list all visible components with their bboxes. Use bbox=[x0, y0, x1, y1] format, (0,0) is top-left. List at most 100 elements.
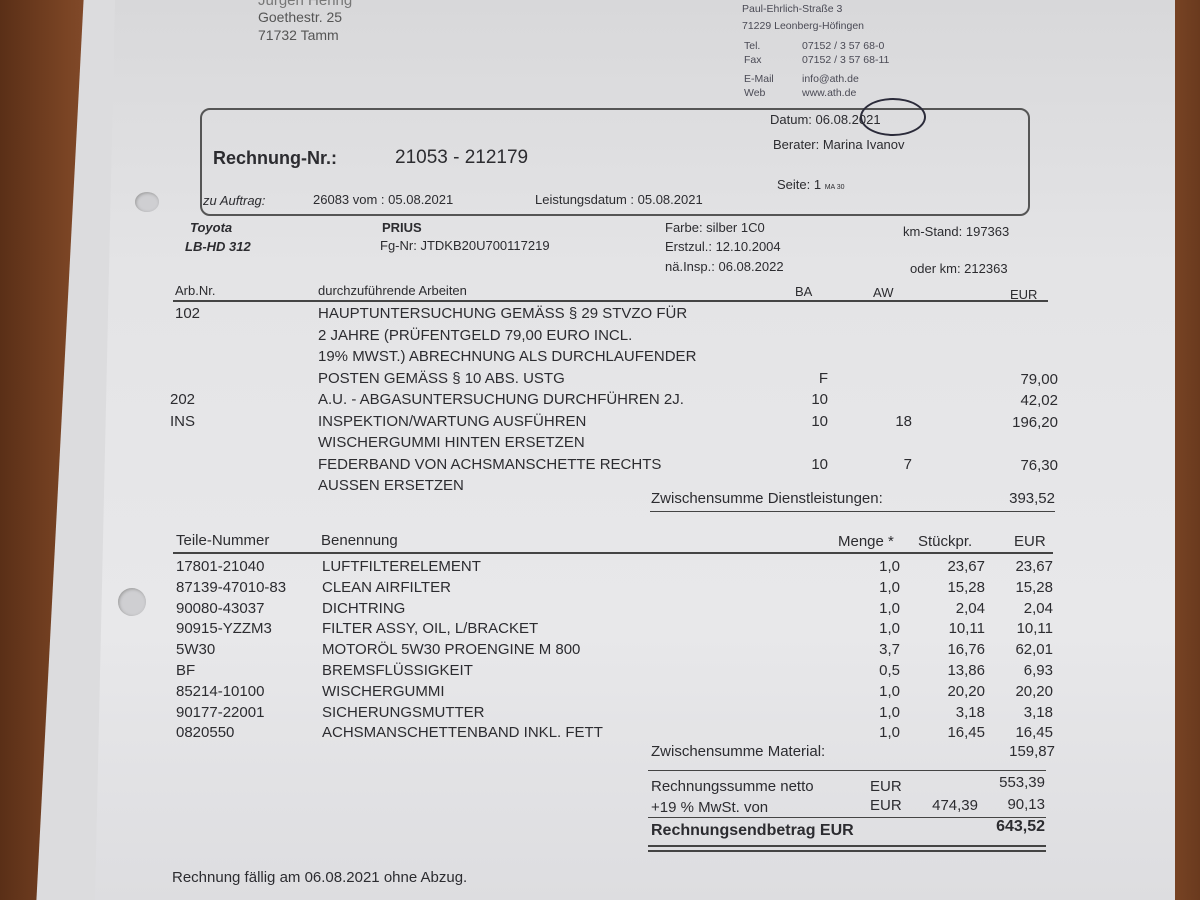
invoice-paper bbox=[95, 0, 1175, 900]
parts-row-nr: 90915-YZZM3 bbox=[176, 620, 272, 638]
tel-label: Tel. bbox=[744, 40, 761, 52]
parts-header-nr: Teile-Nummer bbox=[176, 532, 270, 549]
parts-row-nr: 90177-22001 bbox=[176, 703, 265, 721]
parts-row-name: MOTORÖL 5W30 PROENGINE M 800 bbox=[322, 641, 581, 659]
service-date: Leistungsdatum : 05.08.2021 bbox=[535, 192, 703, 207]
vat-label: +19 % MwSt. von bbox=[651, 799, 769, 816]
parts-row-eur: 62,01 bbox=[1015, 641, 1053, 659]
vehicle-color: Farbe: silber 1C0 bbox=[665, 220, 765, 235]
parts-row-price: 15,28 bbox=[947, 578, 985, 596]
work-row-text: WISCHERGUMMI HINTEN ERSETZEN bbox=[318, 434, 585, 451]
work-row-nr: 202 bbox=[170, 391, 196, 408]
parts-row-qty: 1,0 bbox=[879, 578, 900, 596]
work-row-ba: 10 bbox=[811, 412, 828, 430]
divider bbox=[173, 552, 1053, 554]
work-row-text: HAUPTUNTERSUCHUNG GEMÄSS § 29 STVZO FÜR bbox=[318, 305, 688, 322]
divider bbox=[648, 817, 1046, 818]
parts-row-price: 10,11 bbox=[948, 620, 985, 638]
work-row-eur: 76,30 bbox=[1020, 456, 1058, 474]
parts-row-eur: 15,28 bbox=[1015, 578, 1053, 596]
parts-row-price: 13,86 bbox=[947, 662, 985, 679]
work-row-ba: F bbox=[818, 369, 828, 387]
parts-row-eur: 6,93 bbox=[1023, 662, 1053, 679]
work-row-text: AUSSEN ERSETZEN bbox=[318, 477, 464, 494]
vehicle-model: PRIUS bbox=[382, 220, 422, 235]
payment-due: Rechnung fällig am 06.08.2021 ohne Abzug… bbox=[172, 869, 468, 886]
parts-row-qty: 1,0 bbox=[879, 620, 900, 638]
parts-row-qty: 1,0 bbox=[879, 558, 900, 575]
work-row-ba: 10 bbox=[811, 455, 828, 473]
punch-hole bbox=[135, 192, 159, 212]
parts-header-qty: Menge * bbox=[838, 533, 894, 550]
punch-hole bbox=[118, 588, 146, 616]
vehicle-plate: LB-HD 312 bbox=[185, 239, 251, 254]
web-label: Web bbox=[744, 87, 766, 99]
material-subtotal-label: Zwischensumme Material: bbox=[651, 743, 826, 760]
parts-row-qty: 1,0 bbox=[879, 703, 900, 721]
parts-row-name: ACHSMANSCHETTENBAND INKL. FETT bbox=[322, 724, 603, 742]
work-row-eur: 42,02 bbox=[1020, 392, 1058, 409]
work-row-text: 2 JAHRE (PRÜFENTGELD 79,00 EURO INCL. bbox=[318, 326, 633, 344]
parts-row-qty: 1,0 bbox=[879, 599, 900, 617]
vat-amount: 90,13 bbox=[1007, 796, 1045, 813]
parts-row-name: WISCHERGUMMI bbox=[322, 682, 445, 700]
parts-row-name: LUFTFILTERELEMENT bbox=[322, 558, 481, 575]
parts-row-nr: 90080-43037 bbox=[176, 599, 265, 617]
double-underline bbox=[648, 850, 1046, 852]
parts-row-price: 23,67 bbox=[947, 558, 985, 575]
parts-row-eur: 16,45 bbox=[1015, 724, 1053, 742]
fax-value: 07152 / 3 57 68-11 bbox=[802, 54, 890, 66]
sender-city: 71732 Tamm bbox=[258, 27, 339, 43]
parts-row-eur: 3,18 bbox=[1023, 703, 1053, 721]
grand-total-label: Rechnungsendbetrag EUR bbox=[651, 822, 854, 839]
parts-row-price: 3,18 bbox=[955, 703, 985, 721]
parts-row-eur: 10,11 bbox=[1016, 620, 1053, 638]
net-total: 553,39 bbox=[999, 774, 1045, 791]
parts-row-nr: 17801-21040 bbox=[176, 558, 265, 575]
vehicle-next-inspection: nä.Insp.: 06.08.2022 bbox=[665, 259, 784, 274]
invoice-header-box bbox=[200, 108, 1030, 216]
email-label: E-Mail bbox=[744, 73, 774, 85]
material-subtotal: 159,87 bbox=[1009, 743, 1055, 760]
double-underline bbox=[648, 845, 1046, 847]
net-total-currency: EUR bbox=[870, 778, 902, 795]
parts-row-qty: 3,7 bbox=[879, 641, 900, 659]
parts-header-eur: EUR bbox=[1014, 533, 1046, 550]
sender-street: Goethestr. 25 bbox=[258, 9, 343, 25]
web-value: www.ath.de bbox=[802, 87, 857, 99]
work-row-nr: 102 bbox=[175, 305, 201, 322]
divider bbox=[650, 511, 1055, 512]
handwritten-circle bbox=[860, 98, 926, 136]
vehicle-make: Toyota bbox=[190, 220, 233, 235]
work-row-eur: 79,00 bbox=[1020, 370, 1058, 388]
vehicle-first-registration: Erstzul.: 12.10.2004 bbox=[665, 239, 781, 254]
work-header-aw: AW bbox=[873, 285, 894, 300]
vehicle-mileage: km-Stand: 197363 bbox=[903, 224, 1010, 239]
work-row-text: POSTEN GEMÄSS § 10 ABS. USTG bbox=[318, 369, 565, 387]
parts-row-price: 16,45 bbox=[947, 724, 985, 742]
parts-row-price: 2,04 bbox=[955, 599, 985, 617]
invoice-number-label: Rechnung-Nr.: bbox=[213, 148, 337, 168]
vehicle-next-km: oder km: 212363 bbox=[910, 261, 1008, 276]
parts-row-eur: 2,04 bbox=[1023, 599, 1053, 617]
work-row-text: A.U. - ABGASUNTERSUCHUNG DURCHFÜHREN 2J. bbox=[318, 391, 684, 408]
invoice-date: Datum: 06.08.2021 bbox=[770, 112, 881, 127]
vat-currency: EUR bbox=[870, 797, 902, 814]
work-row-aw: 18 bbox=[895, 412, 912, 430]
parts-row-eur: 23,67 bbox=[1015, 558, 1053, 575]
parts-row-name: DICHTRING bbox=[322, 599, 406, 617]
grand-total: 643,52 bbox=[996, 818, 1045, 835]
email-value: info@ath.de bbox=[802, 73, 859, 85]
parts-row-qty: 0,5 bbox=[879, 662, 900, 679]
parts-row-name: FILTER ASSY, OIL, L/BRACKET bbox=[322, 620, 539, 638]
parts-row-eur: 20,20 bbox=[1015, 682, 1053, 700]
invoice-number: 21053 - 212179 bbox=[395, 147, 529, 168]
parts-row-nr: 5W30 bbox=[176, 641, 216, 659]
parts-row-qty: 1,0 bbox=[879, 682, 900, 700]
divider bbox=[648, 770, 1046, 771]
vehicle-vin: Fg-Nr: JTDKB20U700117219 bbox=[380, 238, 550, 253]
fax-label: Fax bbox=[744, 54, 762, 66]
work-header-text: durchzuführende Arbeiten bbox=[318, 283, 467, 298]
parts-row-nr: 0820550 bbox=[176, 724, 235, 742]
parts-row-qty: 1,0 bbox=[879, 724, 900, 742]
